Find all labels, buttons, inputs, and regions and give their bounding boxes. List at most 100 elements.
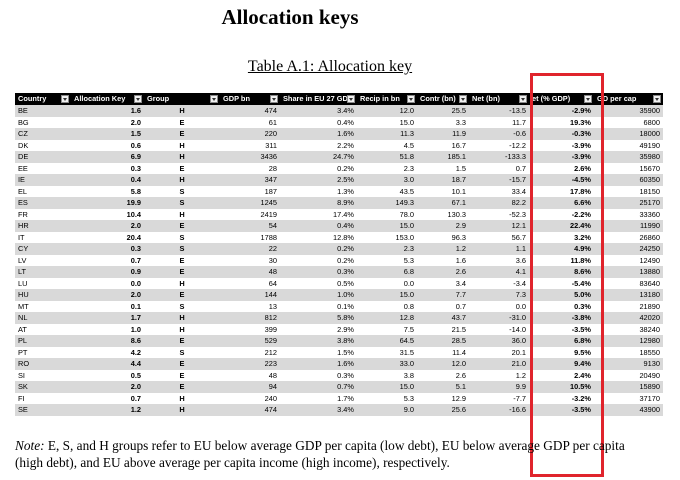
cell-share: 0.5% bbox=[280, 277, 357, 289]
cell-country: SE bbox=[15, 404, 71, 416]
filter-dropdown-icon[interactable] bbox=[407, 95, 415, 103]
cell-allocation-key: 1.7 bbox=[71, 312, 144, 324]
cell-group: H bbox=[144, 323, 220, 335]
cell-net: 11.7 bbox=[469, 116, 529, 128]
table-row: DE 6.9 H 3436 24.7% 51.8 185.1 -133.3 -3.9% 35980 bbox=[15, 151, 663, 163]
filter-dropdown-icon[interactable] bbox=[210, 95, 218, 103]
table-row: BG 2.0 E 61 0.4% 15.0 3.3 11.7 19.3% 6800 bbox=[15, 116, 663, 128]
filter-dropdown-icon[interactable] bbox=[519, 95, 527, 103]
cell-net: 56.7 bbox=[469, 231, 529, 243]
cell-net-pct-gdp: 6.8% bbox=[529, 335, 594, 347]
cell-gdp: 94 bbox=[220, 381, 280, 393]
cell-country: LU bbox=[15, 277, 71, 289]
cell-share: 0.1% bbox=[280, 300, 357, 312]
cell-net: 1.1 bbox=[469, 243, 529, 255]
cell-gdp-per-cap: 26860 bbox=[594, 231, 663, 243]
cell-gdp: 399 bbox=[220, 323, 280, 335]
table-note: Note: E, S, and H groups refer to EU bel… bbox=[15, 437, 635, 471]
filter-dropdown-icon[interactable] bbox=[61, 95, 69, 103]
cell-contr: 10.1 bbox=[417, 185, 469, 197]
cell-gdp: 347 bbox=[220, 174, 280, 186]
filter-dropdown-icon[interactable] bbox=[134, 95, 142, 103]
cell-share: 24.7% bbox=[280, 151, 357, 163]
cell-allocation-key: 0.7 bbox=[71, 254, 144, 266]
note-label: Note: bbox=[15, 438, 45, 453]
cell-allocation-key: 2.0 bbox=[71, 289, 144, 301]
cell-allocation-key: 8.6 bbox=[71, 335, 144, 347]
page-heading: Allocation keys bbox=[221, 5, 359, 29]
cell-country: RO bbox=[15, 358, 71, 370]
col-header-net[interactable]: Net (bn) bbox=[469, 93, 529, 105]
cell-net-pct-gdp: 10.5% bbox=[529, 381, 594, 393]
cell-contr: 0.7 bbox=[417, 300, 469, 312]
cell-group: E bbox=[144, 358, 220, 370]
col-header-country[interactable]: Country bbox=[15, 93, 71, 105]
cell-gdp-per-cap: 9130 bbox=[594, 358, 663, 370]
col-header-share[interactable]: Share in EU 27 GDP bbox=[280, 93, 357, 105]
cell-gdp-per-cap: 24250 bbox=[594, 243, 663, 255]
cell-recip: 51.8 bbox=[357, 151, 417, 163]
cell-net-pct-gdp: -3.8% bbox=[529, 312, 594, 324]
cell-gdp: 212 bbox=[220, 346, 280, 358]
cell-gdp-per-cap: 11990 bbox=[594, 220, 663, 232]
col-header-group[interactable]: Group bbox=[144, 93, 220, 105]
cell-recip: 33.0 bbox=[357, 358, 417, 370]
allocation-table: Country Allocation Key Group GDP bn Shar… bbox=[15, 93, 663, 416]
filter-dropdown-icon[interactable] bbox=[347, 95, 355, 103]
cell-country: SK bbox=[15, 381, 71, 393]
cell-allocation-key: 0.4 bbox=[71, 174, 144, 186]
cell-gdp-per-cap: 49190 bbox=[594, 139, 663, 151]
cell-contr: 18.7 bbox=[417, 174, 469, 186]
cell-group: S bbox=[144, 300, 220, 312]
cell-net: 33.4 bbox=[469, 185, 529, 197]
cell-country: DK bbox=[15, 139, 71, 151]
col-header-net-pct-gdp[interactable]: et (% GDP) bbox=[529, 93, 594, 105]
table-row: HU 2.0 E 144 1.0% 15.0 7.7 7.3 5.0% 13180 bbox=[15, 289, 663, 301]
cell-gdp-per-cap: 83640 bbox=[594, 277, 663, 289]
cell-gdp-per-cap: 37170 bbox=[594, 392, 663, 404]
filter-dropdown-icon[interactable] bbox=[584, 95, 592, 103]
cell-share: 0.3% bbox=[280, 266, 357, 278]
cell-net-pct-gdp: 2.4% bbox=[529, 369, 594, 381]
cell-country: HR bbox=[15, 220, 71, 232]
cell-group: S bbox=[144, 346, 220, 358]
cell-net-pct-gdp: 11.8% bbox=[529, 254, 594, 266]
cell-gdp: 529 bbox=[220, 335, 280, 347]
cell-share: 0.3% bbox=[280, 369, 357, 381]
filter-dropdown-icon[interactable] bbox=[459, 95, 467, 103]
cell-share: 0.7% bbox=[280, 381, 357, 393]
cell-recip: 6.8 bbox=[357, 266, 417, 278]
cell-net-pct-gdp: 3.2% bbox=[529, 231, 594, 243]
cell-recip: 5.3 bbox=[357, 254, 417, 266]
cell-country: EL bbox=[15, 185, 71, 197]
cell-group: S bbox=[144, 197, 220, 209]
cell-recip: 15.0 bbox=[357, 220, 417, 232]
col-header-gdp[interactable]: GDP bn bbox=[220, 93, 280, 105]
cell-contr: 67.1 bbox=[417, 197, 469, 209]
cell-gdp-per-cap: 43900 bbox=[594, 404, 663, 416]
cell-share: 3.8% bbox=[280, 335, 357, 347]
col-header-gdp-per-cap[interactable]: GD per cap bbox=[594, 93, 663, 105]
cell-gdp: 474 bbox=[220, 105, 280, 117]
cell-share: 1.0% bbox=[280, 289, 357, 301]
filter-dropdown-icon[interactable] bbox=[653, 95, 661, 103]
filter-dropdown-icon[interactable] bbox=[270, 95, 278, 103]
col-header-allocation-key[interactable]: Allocation Key bbox=[71, 93, 144, 105]
cell-gdp: 61 bbox=[220, 116, 280, 128]
cell-gdp-per-cap: 21890 bbox=[594, 300, 663, 312]
cell-share: 2.9% bbox=[280, 323, 357, 335]
cell-country: BG bbox=[15, 116, 71, 128]
cell-group: S bbox=[144, 185, 220, 197]
cell-share: 0.2% bbox=[280, 243, 357, 255]
cell-net: -31.0 bbox=[469, 312, 529, 324]
cell-country: EE bbox=[15, 162, 71, 174]
cell-gdp: 22 bbox=[220, 243, 280, 255]
cell-share: 2.5% bbox=[280, 174, 357, 186]
cell-recip: 2.3 bbox=[357, 162, 417, 174]
table-row: CZ 1.5 E 220 1.6% 11.3 11.9 -0.6 -0.3% 18000 bbox=[15, 128, 663, 140]
cell-net: 4.1 bbox=[469, 266, 529, 278]
cell-gdp: 13 bbox=[220, 300, 280, 312]
col-header-recip[interactable]: Recip in bn bbox=[357, 93, 417, 105]
col-header-contr[interactable]: Contr (bn) bbox=[417, 93, 469, 105]
table-row: EL 5.8 S 187 1.3% 43.5 10.1 33.4 17.8% 18150 bbox=[15, 185, 663, 197]
